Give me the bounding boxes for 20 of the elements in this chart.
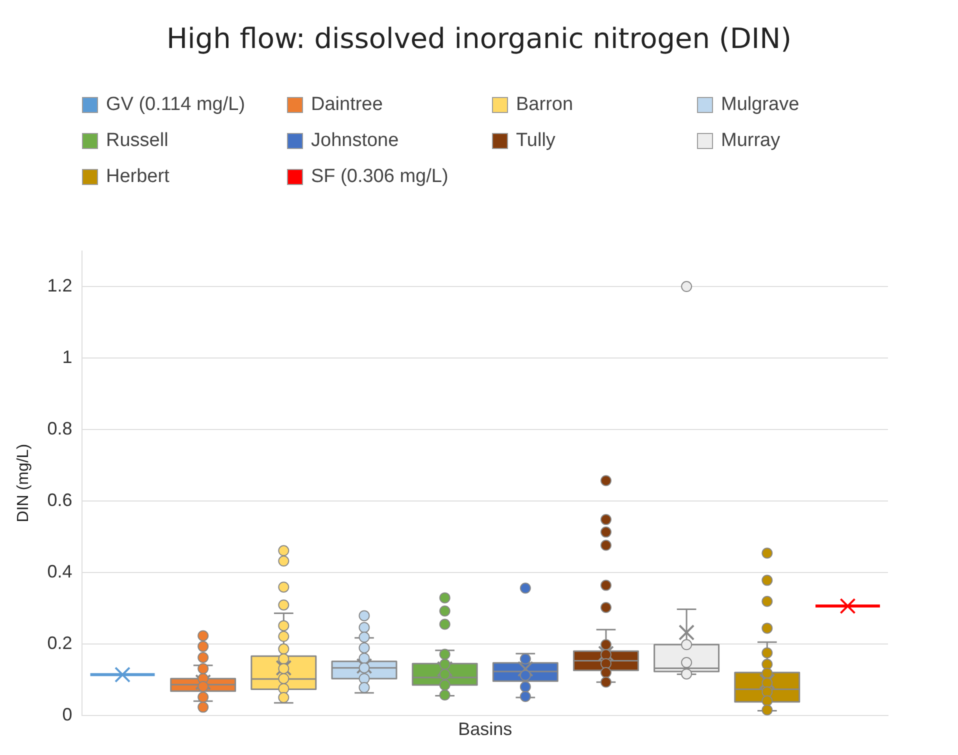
y-tick-label: 0.8 bbox=[47, 418, 72, 438]
chart-title: High flow: dissolved inorganic nitrogen (DIN) bbox=[165, 22, 793, 55]
legend-label: GV (0.114 mg/L) bbox=[106, 94, 246, 116]
legend-label: Mulgrave bbox=[721, 94, 800, 116]
y-tick-label: 0.4 bbox=[47, 561, 72, 582]
legend-label: Tully bbox=[516, 130, 556, 152]
y-tick-label: 0.6 bbox=[47, 490, 72, 510]
legend-label: Russell bbox=[106, 130, 168, 152]
y-tick-label: 0.2 bbox=[47, 632, 72, 653]
y-axis-title: DIN (mg/L) bbox=[15, 444, 32, 522]
y-tick-label: 1 bbox=[62, 346, 72, 367]
legend-label: SF (0.306 mg/L) bbox=[311, 166, 448, 188]
y-tick-label: 1.2 bbox=[47, 276, 72, 296]
legend-label: Daintree bbox=[311, 94, 383, 116]
legend-label: Barron bbox=[516, 94, 574, 116]
legend-label: Murray bbox=[721, 130, 780, 152]
legend-label: Johnstone bbox=[311, 130, 399, 152]
x-axis-title: Basins bbox=[458, 719, 512, 740]
legend-label: Herbert bbox=[106, 166, 170, 188]
y-tick-label: 0 bbox=[62, 704, 72, 724]
